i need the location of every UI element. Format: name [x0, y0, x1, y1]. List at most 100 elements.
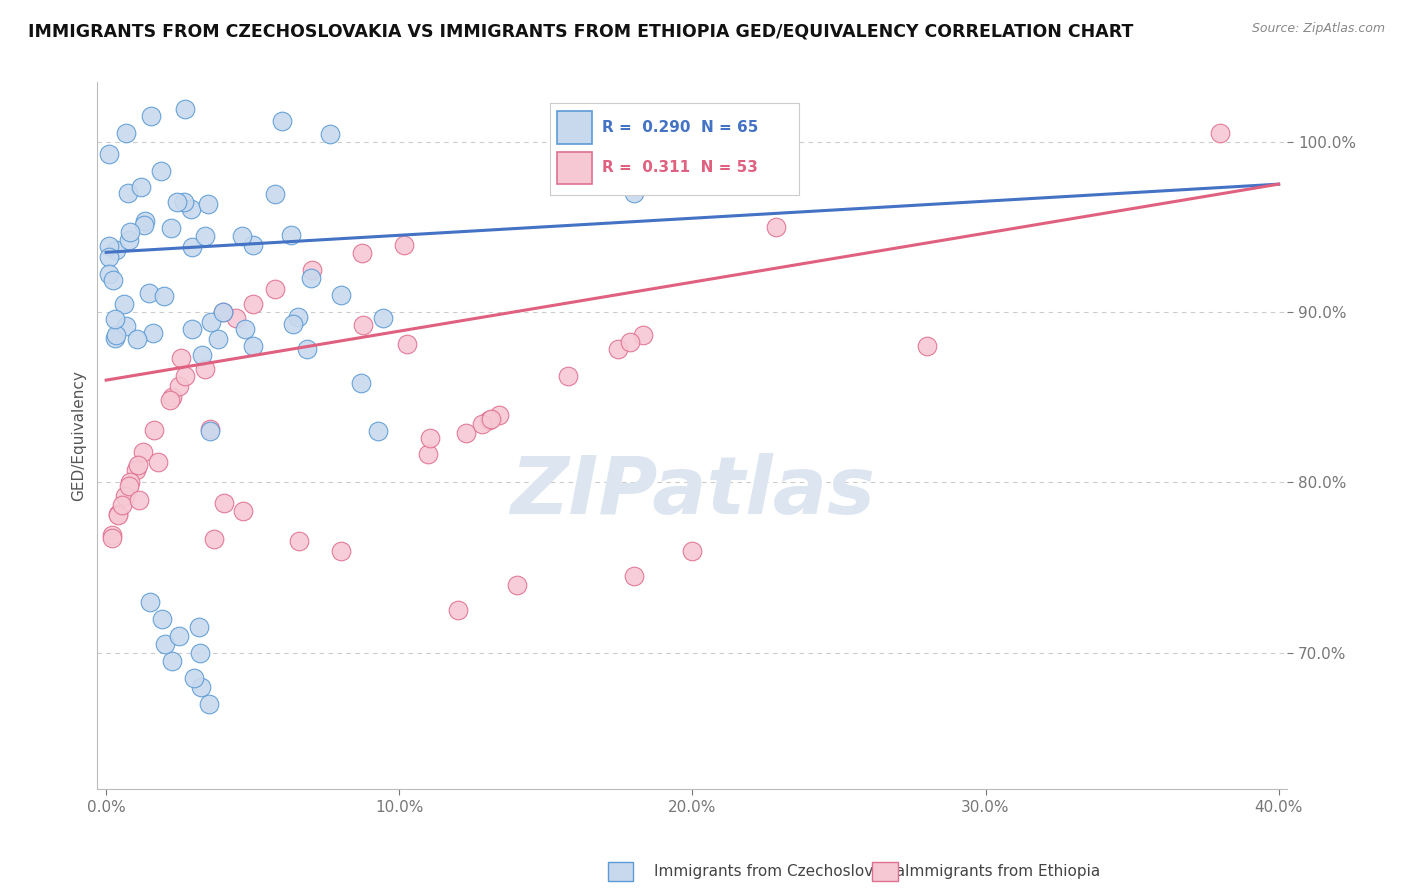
Point — [198, 422, 221, 436]
Point — [180, 240, 202, 254]
Y-axis label: GED/Equivalency: GED/Equivalency — [72, 370, 86, 501]
Point — [619, 335, 641, 350]
Point — [242, 339, 264, 353]
Point — [557, 369, 579, 384]
Point — [114, 318, 136, 333]
Point — [264, 282, 287, 296]
Point — [105, 327, 128, 342]
Point — [111, 498, 134, 512]
Point — [395, 337, 418, 351]
Point — [188, 620, 211, 634]
Point — [623, 569, 645, 583]
Point — [103, 273, 125, 287]
Point — [329, 543, 352, 558]
Point — [134, 214, 156, 228]
Point — [152, 289, 174, 303]
Point — [98, 268, 121, 282]
Point — [915, 339, 938, 353]
Point — [174, 102, 197, 116]
Point — [299, 271, 322, 285]
Point — [98, 250, 121, 264]
Point — [118, 479, 141, 493]
Point — [160, 390, 183, 404]
Point — [212, 305, 235, 319]
Point — [392, 237, 415, 252]
Point — [169, 629, 191, 643]
Point — [127, 458, 149, 472]
Point — [271, 113, 294, 128]
Point — [166, 195, 188, 210]
Point — [207, 332, 229, 346]
Point — [765, 220, 787, 235]
Point — [194, 229, 217, 244]
Point — [148, 455, 170, 469]
Point — [115, 126, 138, 140]
Point — [170, 351, 193, 365]
Point — [623, 186, 645, 200]
Point — [190, 680, 212, 694]
Point — [231, 228, 253, 243]
Point — [139, 109, 162, 123]
Point — [198, 424, 221, 438]
Point — [447, 603, 470, 617]
Point — [173, 194, 195, 209]
Point — [138, 286, 160, 301]
Point — [160, 654, 183, 668]
Point — [132, 218, 155, 232]
Point — [419, 431, 441, 445]
Point — [114, 490, 136, 504]
Point — [478, 413, 501, 427]
Point — [180, 321, 202, 335]
Point — [124, 463, 146, 477]
Point — [101, 528, 124, 542]
Point — [280, 227, 302, 242]
Point — [197, 697, 219, 711]
Point — [169, 378, 191, 392]
Point — [120, 475, 142, 490]
Text: Immigrants from Czechoslovakia: Immigrants from Czechoslovakia — [654, 864, 905, 879]
Point — [197, 197, 219, 211]
Point — [159, 392, 181, 407]
Point — [131, 180, 153, 194]
Point — [264, 187, 287, 202]
Point — [233, 322, 256, 336]
Point — [101, 531, 124, 545]
Point — [631, 328, 654, 343]
Point — [488, 408, 510, 422]
Point — [150, 612, 173, 626]
Point — [194, 362, 217, 376]
Point — [352, 246, 374, 260]
Text: Immigrants from Ethiopia: Immigrants from Ethiopia — [904, 864, 1099, 879]
Point — [225, 311, 247, 326]
Point — [107, 508, 129, 522]
Point — [118, 233, 141, 247]
Point — [149, 164, 172, 178]
Point — [160, 221, 183, 235]
Point — [143, 423, 166, 437]
Point — [202, 533, 225, 547]
Point — [283, 317, 305, 331]
Point — [180, 202, 202, 217]
Point — [287, 310, 309, 324]
Point — [107, 508, 129, 522]
Point — [471, 417, 494, 431]
Point — [98, 239, 121, 253]
Point — [98, 147, 121, 161]
Point — [242, 238, 264, 252]
Point — [350, 376, 373, 390]
Point — [200, 314, 222, 328]
Point — [183, 672, 205, 686]
Text: ZIPatlas: ZIPatlas — [510, 453, 875, 531]
Point — [118, 225, 141, 239]
Point — [301, 263, 323, 277]
Point — [479, 412, 502, 426]
Point — [104, 331, 127, 345]
Point — [371, 311, 394, 326]
Point — [242, 297, 264, 311]
Text: IMMIGRANTS FROM CZECHOSLOVAKIA VS IMMIGRANTS FROM ETHIOPIA GED/EQUIVALENCY CORRE: IMMIGRANTS FROM CZECHOSLOVAKIA VS IMMIGR… — [28, 22, 1133, 40]
Point — [329, 288, 352, 302]
Point — [288, 534, 311, 549]
Point — [232, 503, 254, 517]
Point — [416, 447, 439, 461]
Point — [212, 305, 235, 319]
